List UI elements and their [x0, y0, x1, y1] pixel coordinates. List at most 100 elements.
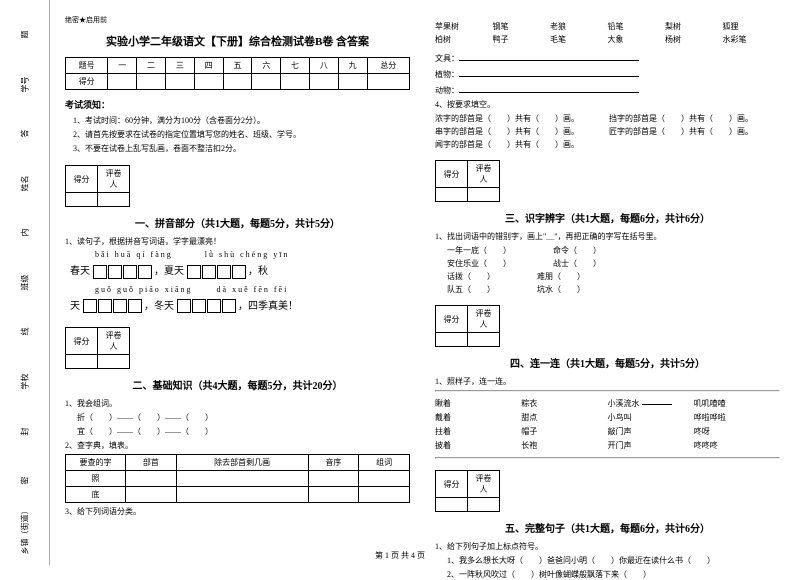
error-word: 坑水（ ） [525, 284, 585, 295]
exam-page: 题 学号 答 姓名 内 班级 线 学校 封 密 乡镇（街道） 绝密★启用前 实验… [0, 0, 800, 565]
lookup-cell[interactable] [308, 487, 359, 503]
question-text: 1、找出词语中的错别字，画上"＿"，再把正确的字写在括号里。 [435, 231, 780, 242]
error-word: 队五（ ） [435, 284, 495, 295]
error-word: 一年一底（ ） [435, 245, 511, 256]
category-line: 动物： [435, 83, 780, 96]
score-header: 一 [108, 58, 137, 74]
secret-label: 绝密★启用前 [65, 15, 410, 25]
pinyin: lǜ shù chéng yīn [205, 250, 290, 259]
error-row: 话拨（ ）难朋（ ） [435, 271, 780, 282]
mini-score-cell[interactable] [468, 498, 500, 512]
mini-score-cell[interactable] [436, 498, 468, 512]
binding-field: 学校 [19, 373, 30, 389]
connect-word: 开门声 [608, 440, 694, 451]
mini-score-label: 得分 [436, 471, 468, 498]
notice-item: 2、请首先按要求在试卷的指定位置填写您的姓名、班级、学号。 [65, 129, 410, 140]
lookup-cell[interactable] [126, 487, 177, 503]
radical-row: 闻字的部首是（ ）共有（ ）画。 [435, 139, 780, 150]
char-box-group[interactable] [83, 299, 142, 313]
category-line: 植物： [435, 67, 780, 80]
score-cell[interactable] [165, 74, 194, 90]
sentence-text: ，四季真美！ [238, 301, 298, 312]
mini-score-label: 得分 [66, 328, 98, 355]
score-cell[interactable] [338, 74, 367, 90]
sentence-text: ，冬天 [144, 301, 174, 312]
mini-score-cell[interactable] [66, 193, 98, 207]
mini-score-cell[interactable] [436, 333, 468, 347]
mini-score-label: 得分 [66, 166, 98, 193]
question-text: 2、查字典，填表。 [65, 440, 410, 451]
word: 柏树 [435, 34, 493, 45]
mini-score-cell[interactable] [98, 355, 130, 369]
score-table: 题号 一 二 三 四 五 六 七 八 九 总分 得分 [65, 57, 410, 90]
left-column: 绝密★启用前 实验小学二年级语文【下册】综合检测试卷B卷 含答案 题号 一 二 … [65, 15, 410, 560]
score-header: 八 [309, 58, 338, 74]
connect-grid: 瞅着 戴着 拄着 披着 粽衣 甜点 帽子 长袍 小溪流水 小鸟叫 敲门声 开门声 [435, 395, 780, 454]
score-header: 四 [194, 58, 223, 74]
score-cell[interactable] [137, 74, 166, 90]
binding-field: 学号 [19, 76, 30, 92]
fill-blank[interactable] [459, 83, 639, 93]
sentence-line: 天 ，冬天 ，四季真美！ [65, 297, 410, 314]
score-cell[interactable] [108, 74, 137, 90]
lookup-header: 部首 [126, 455, 177, 471]
cat-label: 植物： [435, 70, 459, 79]
score-cell[interactable] [309, 74, 338, 90]
mini-score-box: 得分评卷人 [435, 470, 500, 512]
score-header: 六 [252, 58, 281, 74]
mini-score-label: 评卷人 [98, 328, 130, 355]
binding-label: 线 [19, 328, 30, 336]
binding-label: 内 [19, 229, 30, 237]
lookup-cell[interactable] [359, 487, 410, 503]
divider [435, 390, 780, 392]
mini-score-cell[interactable] [436, 188, 468, 202]
lookup-header: 除去部首剩几画 [176, 455, 308, 471]
cat-label: 文具： [435, 54, 459, 63]
lookup-cell[interactable] [176, 471, 308, 487]
binding-label: 答 [19, 130, 30, 138]
pinyin: guǒ guǒ piāo xiāng [95, 285, 193, 294]
char-box-group[interactable] [93, 265, 152, 279]
mini-score-box: 得分评卷人 [435, 305, 500, 347]
section-3-title: 三、识字辨字（共1大题，每题6分，共计6分） [435, 210, 780, 225]
mini-score-cell[interactable] [468, 333, 500, 347]
section-2-title: 二、基础知识（共4大题，每题5分，共计20分） [65, 377, 410, 392]
connect-word: 披着 [435, 440, 521, 451]
score-cell[interactable] [281, 74, 310, 90]
fill-blank[interactable] [459, 67, 639, 77]
exam-title: 实验小学二年级语文【下册】综合检测试卷B卷 含答案 [65, 33, 410, 49]
lookup-cell[interactable] [176, 487, 308, 503]
pinyin-row: guǒ guǒ piāo xiāng dà xuě fēn fēi [95, 285, 410, 294]
lookup-cell[interactable] [126, 471, 177, 487]
char-box-group[interactable] [177, 299, 236, 313]
lookup-char: 照 [66, 471, 126, 487]
error-word: 安住乐业（ ） [435, 258, 511, 269]
connect-word: 瞅着 [435, 398, 521, 409]
lookup-cell[interactable] [308, 471, 359, 487]
score-cell[interactable] [252, 74, 281, 90]
lookup-table: 要查的字 部首 除去部首剩几画 音序 组词 照 底 [65, 454, 410, 503]
score-header: 二 [137, 58, 166, 74]
score-header: 题号 [66, 58, 108, 74]
mini-score-cell[interactable] [98, 193, 130, 207]
mini-score-cell[interactable] [66, 355, 98, 369]
mini-score-box: 得分评卷人 [65, 327, 130, 369]
mini-score-cell[interactable] [468, 188, 500, 202]
fill-blank[interactable] [459, 51, 639, 61]
lookup-header: 组词 [359, 455, 410, 471]
error-word: 难朋（ ） [525, 271, 585, 282]
lookup-cell[interactable] [359, 471, 410, 487]
notice-item: 1、考试时间：60分钟，满分为100分（含卷面分2分）。 [65, 115, 410, 126]
word: 杨树 [665, 34, 723, 45]
char-box-group[interactable] [187, 265, 246, 279]
pinyin-row: bǎi huā qí fàng lǜ shù chéng yīn [95, 250, 410, 259]
content-area: 绝密★启用前 实验小学二年级语文【下册】综合检测试卷B卷 含答案 题号 一 二 … [50, 0, 800, 565]
connect-word: 粽衣 [521, 398, 607, 409]
score-cell[interactable] [223, 74, 252, 90]
sentence-text: ，夏天 [154, 266, 184, 277]
score-cell[interactable] [194, 74, 223, 90]
binding-strip: 题 学号 答 姓名 内 班级 线 学校 封 密 乡镇（街道） [0, 0, 50, 565]
score-cell[interactable] [367, 74, 409, 90]
right-column: 苹果树柏树 钢笔鸭子 老狼毛笔 铅笔大象 梨树杨树 狐狸水彩笔 文具： 植物： … [435, 15, 780, 560]
mini-score-label: 得分 [436, 161, 468, 188]
